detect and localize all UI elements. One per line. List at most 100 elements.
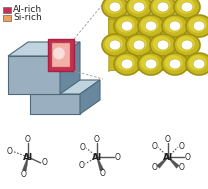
FancyBboxPatch shape (183, 20, 191, 32)
Ellipse shape (196, 25, 205, 30)
Ellipse shape (162, 53, 188, 75)
Text: Si-rich: Si-rich (13, 13, 42, 22)
Text: O: O (25, 135, 31, 144)
FancyBboxPatch shape (159, 20, 167, 32)
Text: O: O (115, 153, 120, 161)
FancyBboxPatch shape (157, 0, 169, 34)
Ellipse shape (184, 6, 193, 11)
FancyBboxPatch shape (133, 37, 145, 72)
Ellipse shape (121, 21, 133, 31)
FancyBboxPatch shape (133, 0, 145, 34)
Polygon shape (80, 80, 100, 114)
Ellipse shape (153, 0, 171, 14)
Text: Al: Al (23, 153, 33, 161)
Ellipse shape (102, 34, 128, 56)
FancyBboxPatch shape (123, 1, 131, 13)
Ellipse shape (109, 40, 121, 50)
Ellipse shape (112, 44, 121, 49)
FancyBboxPatch shape (169, 18, 181, 53)
Bar (3, 7, 11, 13)
Polygon shape (22, 157, 28, 171)
Text: O: O (178, 163, 184, 172)
Text: O: O (78, 160, 84, 170)
Ellipse shape (189, 17, 207, 33)
Polygon shape (48, 39, 74, 71)
Ellipse shape (105, 36, 123, 52)
Ellipse shape (124, 25, 133, 30)
Ellipse shape (150, 0, 176, 18)
Ellipse shape (148, 63, 157, 68)
Ellipse shape (129, 0, 147, 14)
Ellipse shape (193, 59, 205, 69)
Ellipse shape (160, 44, 169, 49)
Text: O: O (184, 153, 191, 161)
FancyBboxPatch shape (181, 37, 193, 72)
FancyBboxPatch shape (121, 18, 133, 53)
Ellipse shape (172, 25, 181, 30)
Ellipse shape (136, 6, 145, 11)
Ellipse shape (145, 21, 157, 31)
Ellipse shape (181, 2, 193, 12)
Polygon shape (30, 80, 100, 94)
FancyBboxPatch shape (109, 0, 121, 34)
Ellipse shape (126, 34, 152, 56)
Text: O: O (6, 147, 12, 156)
Polygon shape (30, 94, 80, 114)
Ellipse shape (145, 59, 157, 69)
FancyBboxPatch shape (171, 1, 179, 13)
Text: Al: Al (163, 153, 173, 161)
Ellipse shape (186, 15, 208, 37)
FancyBboxPatch shape (109, 37, 121, 72)
FancyBboxPatch shape (123, 39, 131, 51)
Ellipse shape (53, 47, 65, 60)
Ellipse shape (174, 34, 200, 56)
FancyBboxPatch shape (135, 58, 143, 70)
Text: O: O (80, 143, 86, 152)
Ellipse shape (169, 21, 181, 31)
Ellipse shape (105, 0, 123, 14)
FancyBboxPatch shape (181, 0, 193, 34)
Polygon shape (157, 157, 168, 168)
Ellipse shape (141, 17, 159, 33)
Ellipse shape (138, 53, 164, 75)
Ellipse shape (153, 36, 171, 52)
FancyBboxPatch shape (109, 18, 121, 53)
Polygon shape (60, 42, 80, 94)
Ellipse shape (112, 6, 121, 11)
Ellipse shape (126, 0, 152, 18)
Ellipse shape (162, 15, 188, 37)
Ellipse shape (184, 44, 193, 49)
Ellipse shape (109, 2, 121, 12)
Ellipse shape (165, 55, 183, 71)
Ellipse shape (172, 63, 181, 68)
Polygon shape (8, 42, 80, 56)
Ellipse shape (186, 53, 208, 75)
Ellipse shape (150, 34, 176, 56)
Text: O: O (165, 135, 171, 144)
FancyBboxPatch shape (147, 1, 155, 13)
Ellipse shape (160, 6, 169, 11)
Ellipse shape (133, 2, 145, 12)
Text: O: O (178, 142, 184, 151)
Ellipse shape (157, 40, 169, 50)
Ellipse shape (174, 0, 200, 18)
Ellipse shape (148, 25, 157, 30)
Polygon shape (97, 157, 104, 171)
FancyBboxPatch shape (135, 20, 143, 32)
Ellipse shape (169, 59, 181, 69)
FancyBboxPatch shape (159, 58, 167, 70)
Bar (3, 15, 11, 21)
Text: O: O (152, 163, 157, 172)
Ellipse shape (129, 36, 147, 52)
Ellipse shape (133, 40, 145, 50)
Polygon shape (168, 157, 179, 168)
Polygon shape (52, 43, 70, 67)
FancyBboxPatch shape (157, 37, 169, 72)
Ellipse shape (102, 0, 128, 18)
Text: O: O (94, 135, 100, 144)
FancyBboxPatch shape (147, 39, 155, 51)
Ellipse shape (114, 15, 140, 37)
Ellipse shape (181, 40, 193, 50)
Ellipse shape (165, 17, 183, 33)
Text: O: O (152, 142, 157, 151)
